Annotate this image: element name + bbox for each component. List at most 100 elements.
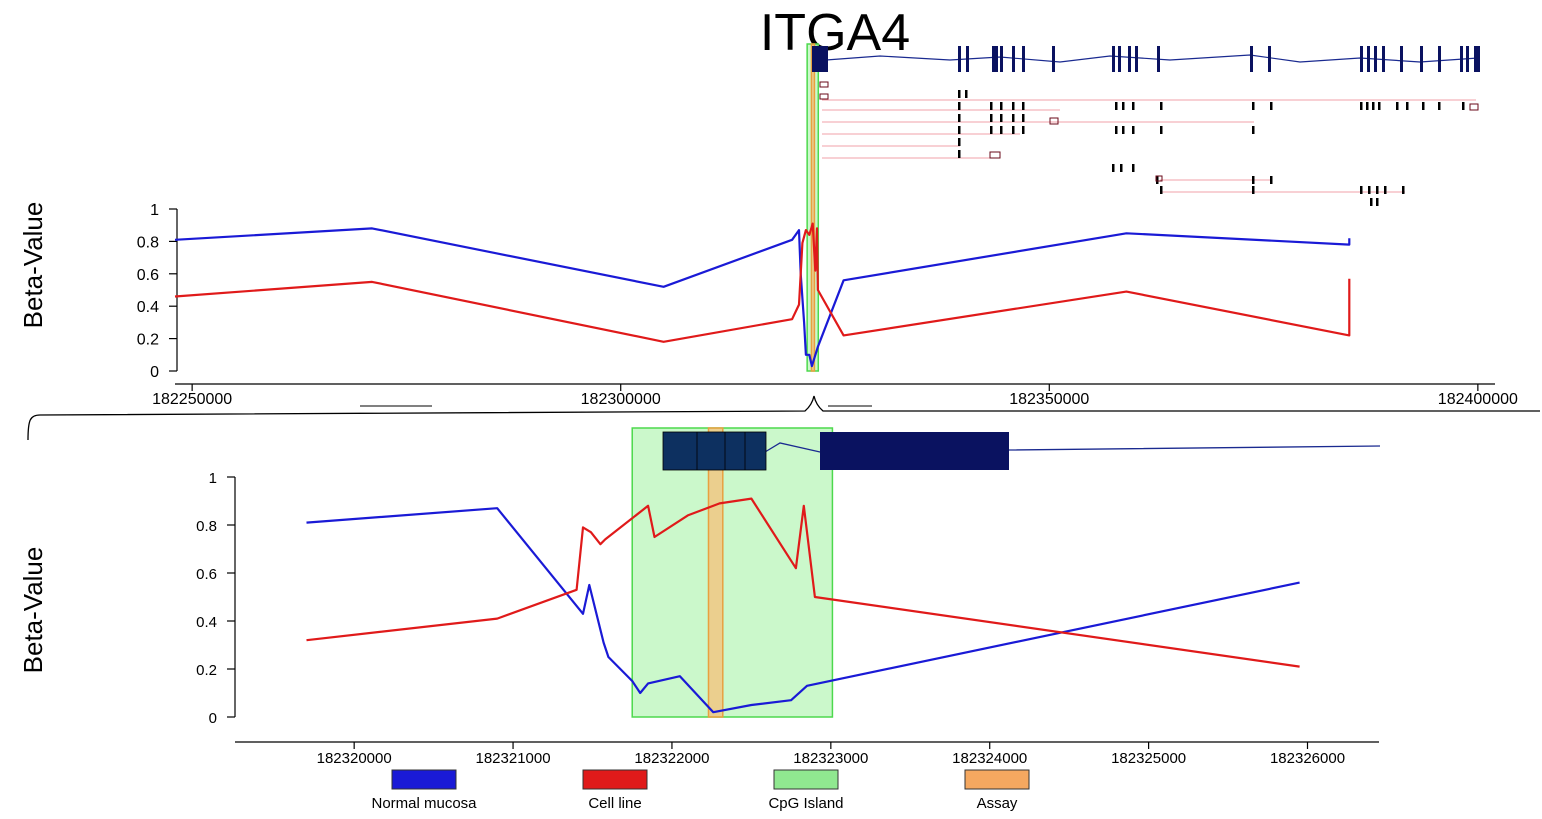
- top-series-normal-mucosa: [174, 227, 1351, 368]
- bottom-y-tick-label: 0.2: [196, 662, 217, 679]
- top-gene-exon: [1000, 46, 1003, 72]
- bottom-x-tick-label: 182321000: [476, 750, 551, 767]
- top-transcript-exon: [1360, 102, 1363, 110]
- top-gene-exon: [1268, 46, 1271, 72]
- bottom-x-tick-label: 182325000: [1111, 750, 1186, 767]
- top-transcript-utr: [1049, 117, 1059, 125]
- bottom-series-normal-mucosa: [306, 507, 1300, 714]
- top-y-axis-label: Beta-Value: [18, 202, 48, 329]
- top-y-tick-label: 0.6: [137, 267, 159, 284]
- bottom-x-tick-label: 182322000: [634, 750, 709, 767]
- top-transcript-exon: [1252, 126, 1255, 134]
- top-transcript-exon: [1132, 164, 1135, 172]
- bottom-assay-region: [707, 427, 724, 718]
- top-axes: 0 0.2 0.4 0.6 0.8 1 182250000 182300000 18235000…: [137, 202, 1518, 408]
- top-transcript-exon: [1422, 102, 1425, 110]
- top-gene-exon: [1438, 46, 1441, 72]
- top-transcript-exon: [1012, 102, 1015, 110]
- top-transcript-exon: [990, 126, 993, 134]
- bottom-y-tick-label: 0.6: [196, 566, 217, 583]
- top-transcript-exon: [1012, 114, 1015, 122]
- top-y-tick-label: 0.8: [137, 234, 159, 251]
- top-transcript-exon: [1000, 126, 1003, 134]
- top-transcript-exon: [1115, 126, 1118, 134]
- top-transcript-utr: [819, 93, 829, 100]
- top-gene-backbone: [825, 54, 1479, 63]
- top-y-tick-label: 1: [150, 202, 159, 219]
- top-transcript-exon: [1252, 186, 1255, 194]
- top-transcript-exon: [1376, 198, 1379, 206]
- legend-swatch-cpg-island: [773, 769, 839, 790]
- bottom-axes: 0 0.2 0.4 0.6 0.8 1 182320000 182321000 18232200…: [196, 470, 1379, 767]
- top-transcript-exon: [1270, 176, 1273, 184]
- top-y-tick-label: 0: [150, 364, 159, 381]
- top-x-tick-label: 182400000: [1438, 391, 1518, 408]
- top-series-cell-line: [174, 222, 1351, 343]
- top-transcript-exon: [1438, 102, 1441, 110]
- top-transcript-exon: [1122, 102, 1125, 110]
- top-transcript-exon: [1270, 102, 1273, 110]
- top-transcript-exon: [1370, 198, 1373, 206]
- top-transcript-exon: [965, 90, 968, 98]
- top-transcript-exon: [1000, 114, 1003, 122]
- top-gene-exon: [1360, 46, 1363, 72]
- top-gene-exon: [1128, 46, 1131, 72]
- top-transcript-exon: [1022, 102, 1025, 110]
- top-transcript-exon: [1366, 102, 1369, 110]
- top-gene-exon: [1118, 46, 1121, 72]
- top-x-tick-label: 182300000: [581, 391, 661, 408]
- top-gene-exon: [1135, 46, 1138, 72]
- bottom-series: [306, 497, 1300, 714]
- top-transcript-exon: [990, 114, 993, 122]
- legend: Normal mucosa Cell line CpG Island Assay: [371, 769, 1030, 812]
- legend-swatch-normal-mucosa: [391, 769, 457, 790]
- bottom-y-tick-label: 0: [209, 710, 217, 727]
- top-gene-exon: [1157, 46, 1160, 72]
- bottom-gene-track: [662, 431, 1381, 471]
- bottom-gene-coding-exon: [820, 432, 1009, 470]
- top-transcript-utr: [819, 81, 829, 88]
- bottom-y-tick-label: 0.4: [196, 614, 217, 631]
- top-highlights: [806, 43, 820, 372]
- top-x-tick-label: 182350000: [1009, 391, 1089, 408]
- top-transcript-exon: [958, 90, 961, 98]
- top-transcript-exon: [1396, 102, 1399, 110]
- top-gene-exon: [958, 46, 961, 72]
- top-gene-exon: [1374, 46, 1377, 72]
- bottom-cpg-island-region: [631, 427, 834, 718]
- top-gene-track: [812, 46, 1480, 206]
- top-transcript-exon: [1368, 186, 1371, 194]
- top-transcript-exon: [1022, 114, 1025, 122]
- bottom-panel: 0 0.2 0.4 0.6 0.8 1 182320000 182321000 18232200…: [18, 427, 1381, 767]
- top-transcript-exon: [1120, 164, 1123, 172]
- top-transcript-exon: [1115, 102, 1118, 110]
- top-transcript-exon: [1372, 102, 1375, 110]
- top-transcript-exon: [1378, 102, 1381, 110]
- top-panel: 0 0.2 0.4 0.6 0.8 1 182250000 182300000 18235000…: [18, 43, 1518, 408]
- top-transcript-exon: [1376, 186, 1379, 194]
- top-transcript-exon: [958, 126, 961, 134]
- bottom-y-axis-label: Beta-Value: [18, 547, 48, 674]
- top-gene-exon: [966, 46, 969, 72]
- top-transcript-exon: [1132, 102, 1135, 110]
- top-transcript-utr: [989, 151, 1001, 159]
- top-gene-exon: [1466, 46, 1469, 72]
- top-transcript-exon: [1022, 126, 1025, 134]
- top-transcript-utr: [1469, 103, 1479, 111]
- top-gene-exon: [1400, 46, 1403, 72]
- legend-label-cell-line: Cell line: [588, 795, 641, 812]
- top-gene-exon: [1460, 46, 1463, 72]
- top-assay-region: [810, 43, 816, 372]
- top-transcript-exon: [1360, 186, 1363, 194]
- bottom-x-tick-label: 182326000: [1270, 750, 1345, 767]
- top-transcript-exon: [958, 150, 961, 158]
- top-gene-exon: [1112, 46, 1115, 72]
- legend-swatch-assay: [964, 769, 1030, 790]
- bottom-x-tick-label: 182324000: [952, 750, 1027, 767]
- top-series: [174, 222, 1351, 368]
- top-transcript-exon: [1160, 126, 1163, 134]
- zoom-bracket: [27, 395, 1540, 441]
- bottom-series-cell-line: [306, 497, 1300, 668]
